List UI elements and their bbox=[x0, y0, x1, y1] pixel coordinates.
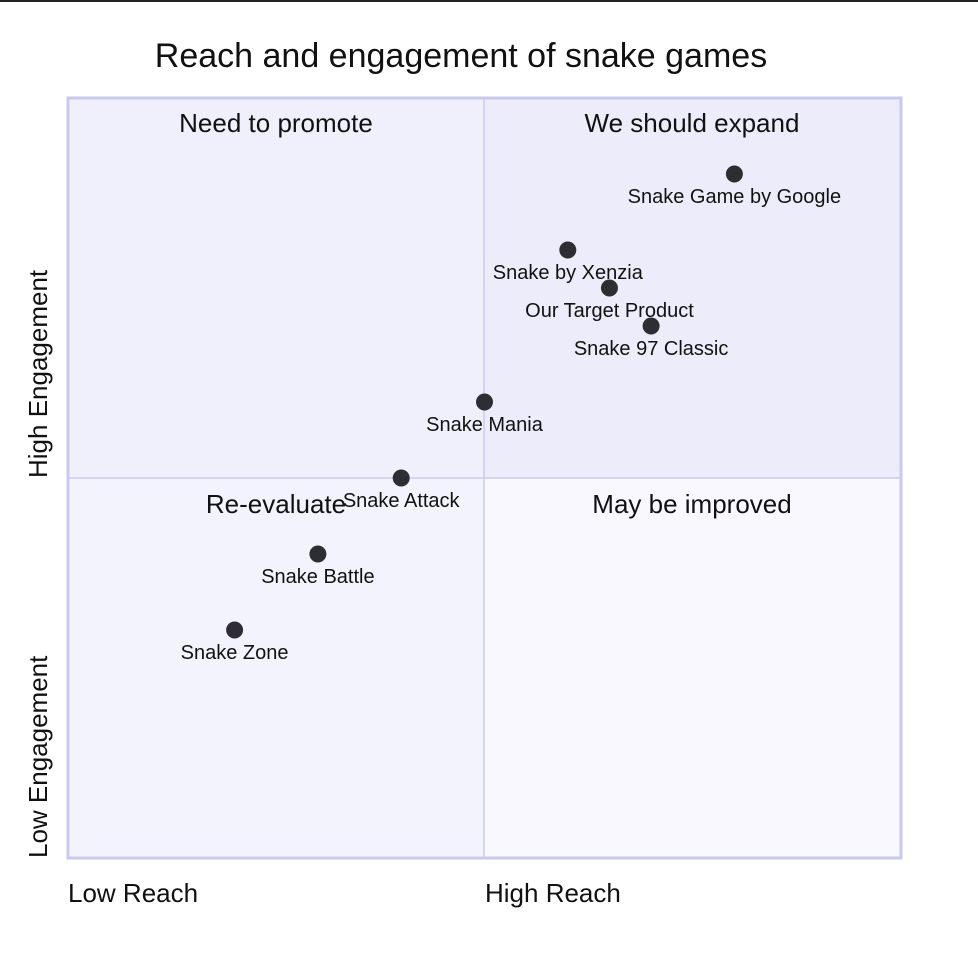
quadrant-top-right bbox=[484, 98, 901, 478]
point-label-snake-attack: Snake Attack bbox=[343, 490, 461, 512]
quadrant-label-bottom-left: Re-evaluate bbox=[206, 489, 346, 519]
point-label-snake-97-classic: Snake 97 Classic bbox=[574, 338, 729, 360]
point-snake-97-classic bbox=[642, 317, 660, 335]
point-our-target-product bbox=[600, 279, 618, 297]
plot-border bbox=[66, 96, 903, 860]
x-axis-low-label: Low Reach bbox=[68, 878, 198, 908]
y-axis-high-label: High Engagement bbox=[23, 269, 53, 478]
points-layer: Snake Game by Google Snake by Xenzia Our T… bbox=[181, 165, 841, 664]
point-snake-battle bbox=[309, 545, 327, 563]
x-axis-high-label: High Reach bbox=[485, 878, 621, 908]
point-snake-game-by-google bbox=[725, 165, 743, 183]
point-label-snake-battle: Snake Battle bbox=[261, 566, 374, 588]
point-label-snake-zone: Snake Zone bbox=[181, 642, 289, 664]
quadrant-label-top-right: We should expand bbox=[585, 108, 800, 138]
point-snake-attack bbox=[392, 469, 410, 487]
quadrant-bottom-right bbox=[484, 478, 901, 858]
quadrant-bottom-left bbox=[68, 478, 484, 858]
y-axis-low-label: Low Engagement bbox=[23, 655, 53, 858]
point-label-snake-game-by-google: Snake Game by Google bbox=[628, 186, 841, 208]
point-label-snake-mania: Snake Mania bbox=[426, 414, 544, 436]
quadrant-label-bottom-right: May be improved bbox=[592, 489, 791, 519]
chart-title: Reach and engagement of snake games bbox=[155, 37, 767, 75]
top-border bbox=[0, 0, 978, 2]
point-snake-zone bbox=[226, 621, 244, 639]
quadrant-top-left bbox=[68, 98, 484, 478]
quadrant-label-top-left: Need to promote bbox=[179, 108, 373, 138]
point-label-our-target-product: Our Target Product bbox=[525, 300, 694, 322]
point-label-snake-by-xenzia: Snake by Xenzia bbox=[493, 262, 644, 284]
point-snake-by-xenzia bbox=[559, 241, 577, 259]
point-snake-mania bbox=[476, 393, 493, 411]
